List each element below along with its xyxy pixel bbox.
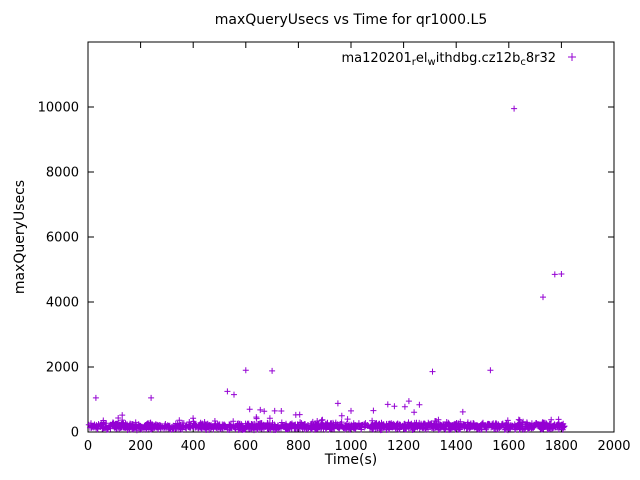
axis-ticks bbox=[87, 42, 615, 433]
x-tick-label: 600 bbox=[233, 439, 258, 454]
x-tick-label: 1800 bbox=[545, 439, 578, 454]
y-tick-label: 6000 bbox=[46, 231, 79, 246]
y-axis-label: maxQueryUsecs bbox=[12, 179, 28, 295]
y-tick-label: 8000 bbox=[46, 166, 79, 181]
legend-marker bbox=[568, 53, 576, 61]
y-tick-label: 0 bbox=[71, 426, 79, 441]
legend-label: ma120201relwithdbg.cz12bc8r32 bbox=[342, 51, 556, 68]
x-axis-label: Time(s) bbox=[324, 452, 378, 468]
chart-title: maxQueryUsecs vs Time for qr1000.L5 bbox=[214, 12, 488, 28]
data-points bbox=[85, 105, 568, 434]
x-tick-label: 1000 bbox=[334, 439, 367, 454]
y-tick-label: 4000 bbox=[46, 296, 79, 311]
x-tick-label: 1200 bbox=[387, 439, 420, 454]
x-tick-label: 1400 bbox=[440, 439, 473, 454]
x-tick-label: 400 bbox=[181, 439, 206, 454]
y-tick-label: 10000 bbox=[38, 101, 79, 116]
plot-border bbox=[87, 41, 615, 433]
y-tick-label: 2000 bbox=[46, 361, 79, 376]
x-tick-label: 0 bbox=[84, 439, 92, 454]
x-tick-label: 2000 bbox=[597, 439, 630, 454]
x-tick-label: 800 bbox=[286, 439, 311, 454]
x-tick-label: 200 bbox=[128, 439, 153, 454]
x-tick-label: 1600 bbox=[492, 439, 525, 454]
